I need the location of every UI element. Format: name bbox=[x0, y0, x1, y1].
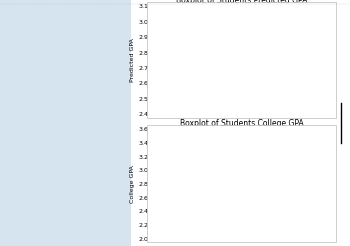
Y-axis label: College GPA: College GPA bbox=[130, 165, 135, 203]
Title: Boxplot of Students Predicted GPA: Boxplot of Students Predicted GPA bbox=[176, 0, 307, 5]
PathPatch shape bbox=[204, 163, 252, 194]
Y-axis label: Predicted GPA: Predicted GPA bbox=[130, 38, 135, 82]
Title: Boxplot of Students College GPA: Boxplot of Students College GPA bbox=[180, 119, 303, 128]
PathPatch shape bbox=[204, 49, 252, 90]
